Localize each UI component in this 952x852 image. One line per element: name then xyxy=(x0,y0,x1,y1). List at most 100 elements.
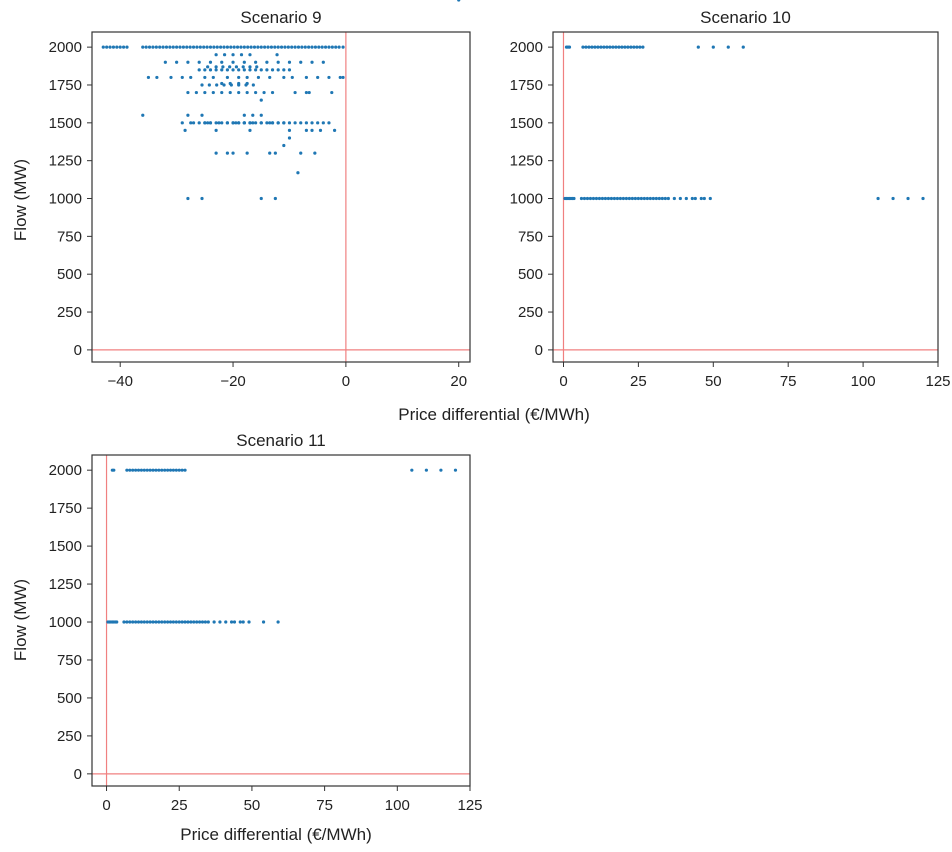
data-point xyxy=(579,196,584,201)
data-point xyxy=(186,60,190,64)
data-point xyxy=(115,620,119,624)
data-point xyxy=(125,45,129,49)
data-point xyxy=(166,468,170,472)
data-point xyxy=(645,196,649,201)
data-point xyxy=(424,468,428,472)
data-point xyxy=(147,45,152,49)
data-point xyxy=(214,65,218,69)
data-point xyxy=(262,90,266,95)
data-point xyxy=(341,45,345,49)
data-point xyxy=(220,81,224,86)
y-tick-label: 250 xyxy=(518,304,543,321)
data-point xyxy=(300,45,304,49)
y-tick-label: 750 xyxy=(57,652,82,669)
data-point xyxy=(251,83,255,87)
data-point xyxy=(239,53,244,57)
data-point xyxy=(591,196,596,201)
y-tick-label: 1500 xyxy=(510,115,543,132)
data-point xyxy=(245,90,249,95)
x-tick-label: 25 xyxy=(630,373,647,390)
data-point xyxy=(599,45,603,49)
data-point xyxy=(268,75,272,80)
data-point xyxy=(197,60,201,64)
data-point xyxy=(128,468,132,472)
data-point xyxy=(171,468,176,472)
data-point xyxy=(254,121,258,125)
y-tick-label: 0 xyxy=(74,766,82,783)
data-point xyxy=(678,196,682,201)
data-point xyxy=(614,45,618,49)
data-point xyxy=(638,45,642,49)
data-point xyxy=(203,68,207,72)
data-point xyxy=(332,128,337,132)
data-point xyxy=(323,45,328,49)
data-point xyxy=(200,620,205,624)
x-tick-label: 50 xyxy=(705,373,722,390)
data-point xyxy=(215,83,219,87)
data-point xyxy=(241,65,245,69)
data-point xyxy=(594,196,599,201)
data-point xyxy=(206,121,210,125)
data-point xyxy=(211,90,215,95)
y-tick-label: 1250 xyxy=(49,576,82,593)
data-point xyxy=(268,121,272,125)
data-point xyxy=(603,196,608,201)
y-tick-label: 1750 xyxy=(49,77,82,94)
data-point xyxy=(657,196,661,201)
data-point xyxy=(439,468,443,472)
data-point xyxy=(567,45,572,49)
x-tick-label: 100 xyxy=(385,797,410,814)
data-point xyxy=(248,128,252,132)
data-point xyxy=(338,75,342,80)
data-point xyxy=(229,620,234,624)
data-point xyxy=(617,45,621,49)
data-point xyxy=(273,45,277,49)
data-point xyxy=(310,60,314,64)
data-point xyxy=(154,45,158,49)
data-point xyxy=(263,45,267,49)
data-point xyxy=(304,121,308,125)
plot-frame xyxy=(91,454,471,787)
data-point xyxy=(232,45,236,49)
data-point xyxy=(276,45,280,49)
y-tick-label: 1500 xyxy=(49,115,82,132)
data-point xyxy=(168,468,173,472)
data-point xyxy=(317,45,321,49)
data-point xyxy=(234,65,239,69)
data-point xyxy=(337,45,341,49)
data-point xyxy=(666,196,670,201)
data-point xyxy=(279,45,284,49)
data-point xyxy=(648,196,652,201)
data-point xyxy=(410,468,414,472)
data-point xyxy=(148,620,152,624)
data-point xyxy=(163,60,167,64)
data-point xyxy=(125,468,129,472)
data-point xyxy=(248,68,252,72)
data-point xyxy=(191,121,196,125)
data-point xyxy=(142,468,146,472)
data-point xyxy=(626,45,630,49)
data-point xyxy=(225,121,230,125)
data-point xyxy=(642,196,646,201)
y-tick-label: 750 xyxy=(518,228,543,245)
data-point xyxy=(180,468,184,472)
data-point xyxy=(248,65,252,69)
data-point xyxy=(641,45,645,49)
data-point xyxy=(690,196,694,201)
data-point xyxy=(148,468,152,472)
data-point xyxy=(696,45,700,49)
data-point xyxy=(587,45,591,49)
data-point xyxy=(572,196,576,201)
data-point xyxy=(214,128,218,132)
y-tick-label: 1250 xyxy=(49,153,82,170)
x-tick-label: 0 xyxy=(559,373,567,390)
data-point xyxy=(287,121,292,125)
data-point xyxy=(228,81,232,86)
data-point xyxy=(273,151,277,155)
data-point xyxy=(282,143,286,148)
data-point xyxy=(457,0,461,2)
data-point xyxy=(304,90,308,95)
data-point xyxy=(624,196,629,201)
data-point xyxy=(225,45,230,49)
data-point xyxy=(310,128,314,132)
